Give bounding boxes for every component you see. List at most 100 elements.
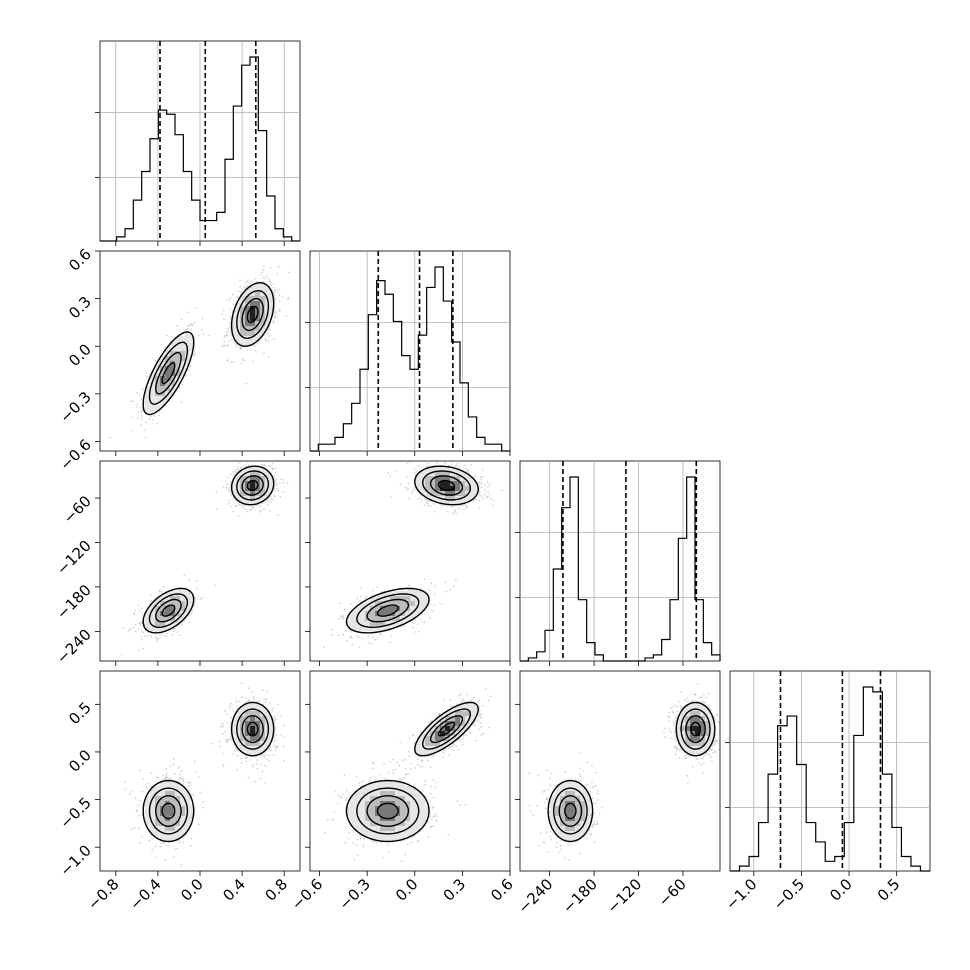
- scatter-panel-1-3: [99, 460, 301, 662]
- x-tick-label: −240: [515, 875, 557, 917]
- contour-level: [241, 297, 264, 332]
- contour-level: [236, 470, 270, 501]
- axes-frame: [309, 250, 511, 452]
- contour-level: [161, 604, 176, 617]
- axes-frame: [519, 670, 721, 872]
- contour-level: [675, 701, 716, 757]
- x-tick-label: 0.6: [487, 875, 517, 905]
- y-tick-label: −0.6: [56, 436, 94, 474]
- x-tick-label: 0.0: [826, 875, 856, 905]
- contour-level: [564, 802, 577, 820]
- x-tick-label: −180: [559, 875, 601, 917]
- scatter-panel-1-4: [99, 670, 301, 872]
- contour-level: [148, 341, 189, 405]
- contour-level: [236, 708, 270, 750]
- panel-content: [323, 461, 503, 649]
- x-tick-label: 0.4: [219, 875, 249, 905]
- contour-level: [680, 708, 711, 750]
- contour-level: [161, 802, 176, 820]
- contour-level: [236, 290, 270, 339]
- y-tick-label: 0.0: [65, 746, 95, 776]
- scatter-panel-3-4: [519, 670, 721, 872]
- contour-level: [155, 598, 182, 623]
- y-tick-label: −120: [53, 537, 95, 579]
- contour-lines: [547, 701, 716, 843]
- contour-level: [142, 779, 195, 843]
- histogram-step: [100, 56, 300, 242]
- panel-content: [108, 265, 290, 439]
- histogram-panel-4: [725, 670, 931, 872]
- contour-level: [376, 802, 399, 820]
- x-tick-label: −0.8: [84, 875, 122, 913]
- y-tick-label: −60: [60, 492, 95, 527]
- contour-lines: [345, 701, 480, 843]
- x-tick-label: −120: [603, 875, 645, 917]
- contour-level: [246, 305, 259, 324]
- y-tick-label: 0.0: [65, 340, 95, 370]
- contour-level: [558, 795, 583, 827]
- contour-lines: [345, 465, 480, 634]
- scatter-panel-1-2: [99, 250, 301, 452]
- contour-level: [241, 715, 264, 744]
- contour-level: [356, 787, 420, 835]
- x-tick-label: −60: [655, 875, 690, 910]
- contour-level: [437, 479, 456, 492]
- contour-level: [142, 587, 195, 634]
- y-tick-label: −240: [53, 625, 95, 667]
- contour-level: [230, 701, 275, 757]
- histogram-step: [730, 686, 930, 872]
- x-tick-label: 0.0: [392, 875, 422, 905]
- contour-level: [345, 779, 430, 843]
- histogram-panel-1: [95, 40, 301, 242]
- contour-level: [429, 715, 464, 744]
- y-tick-label: −180: [53, 581, 95, 623]
- x-tick-label: −0.5: [770, 875, 808, 913]
- contour-lines: [142, 465, 275, 634]
- y-tick-label: 0.5: [65, 698, 95, 728]
- x-tick-label: 0.3: [440, 875, 470, 905]
- axes-frame: [309, 670, 511, 872]
- contour-level: [376, 604, 399, 617]
- contour-level: [421, 708, 472, 750]
- axes-frame: [729, 670, 931, 872]
- contour-level: [230, 282, 275, 347]
- contour-level: [429, 475, 464, 496]
- contour-level: [161, 362, 176, 385]
- x-tick-label: −0.4: [126, 875, 164, 913]
- contour-level: [366, 598, 410, 623]
- contour-level: [421, 470, 472, 501]
- contour-level: [356, 593, 420, 628]
- panel-content: [123, 682, 286, 871]
- x-tick-label: −1.0: [722, 875, 760, 913]
- x-tick-label: 0.5: [874, 875, 904, 905]
- contour-level: [246, 721, 259, 737]
- contour-level: [366, 795, 410, 827]
- histogram-step: [520, 476, 721, 662]
- corner-panels: [95, 40, 931, 872]
- contour-level: [689, 721, 702, 737]
- contour-level: [345, 587, 430, 634]
- histogram-step: [310, 266, 510, 452]
- contour-level: [155, 795, 182, 827]
- x-tick-label: −0.6: [288, 875, 326, 913]
- axes-frame: [309, 460, 511, 662]
- y-tick-label: −0.3: [56, 388, 94, 426]
- x-tick-label: −0.3: [335, 875, 373, 913]
- y-tick-label: −0.5: [56, 794, 94, 832]
- contour-level: [148, 787, 189, 835]
- y-tick-label: −1.0: [56, 841, 94, 879]
- histogram-panel-3: [515, 460, 721, 662]
- contour-level: [414, 701, 480, 757]
- contour-level: [547, 779, 594, 843]
- contour-level: [437, 721, 456, 737]
- scatter-panel-2-3: [309, 460, 511, 662]
- histogram-panel-2: [305, 250, 511, 452]
- x-tick-label: 0.8: [261, 875, 291, 905]
- panel-content: [528, 683, 720, 861]
- contour-lines: [142, 701, 275, 843]
- contour-level: [246, 479, 259, 492]
- y-tick-label: 0.3: [65, 293, 95, 323]
- panel-content: [120, 461, 289, 656]
- contour-level: [142, 331, 195, 416]
